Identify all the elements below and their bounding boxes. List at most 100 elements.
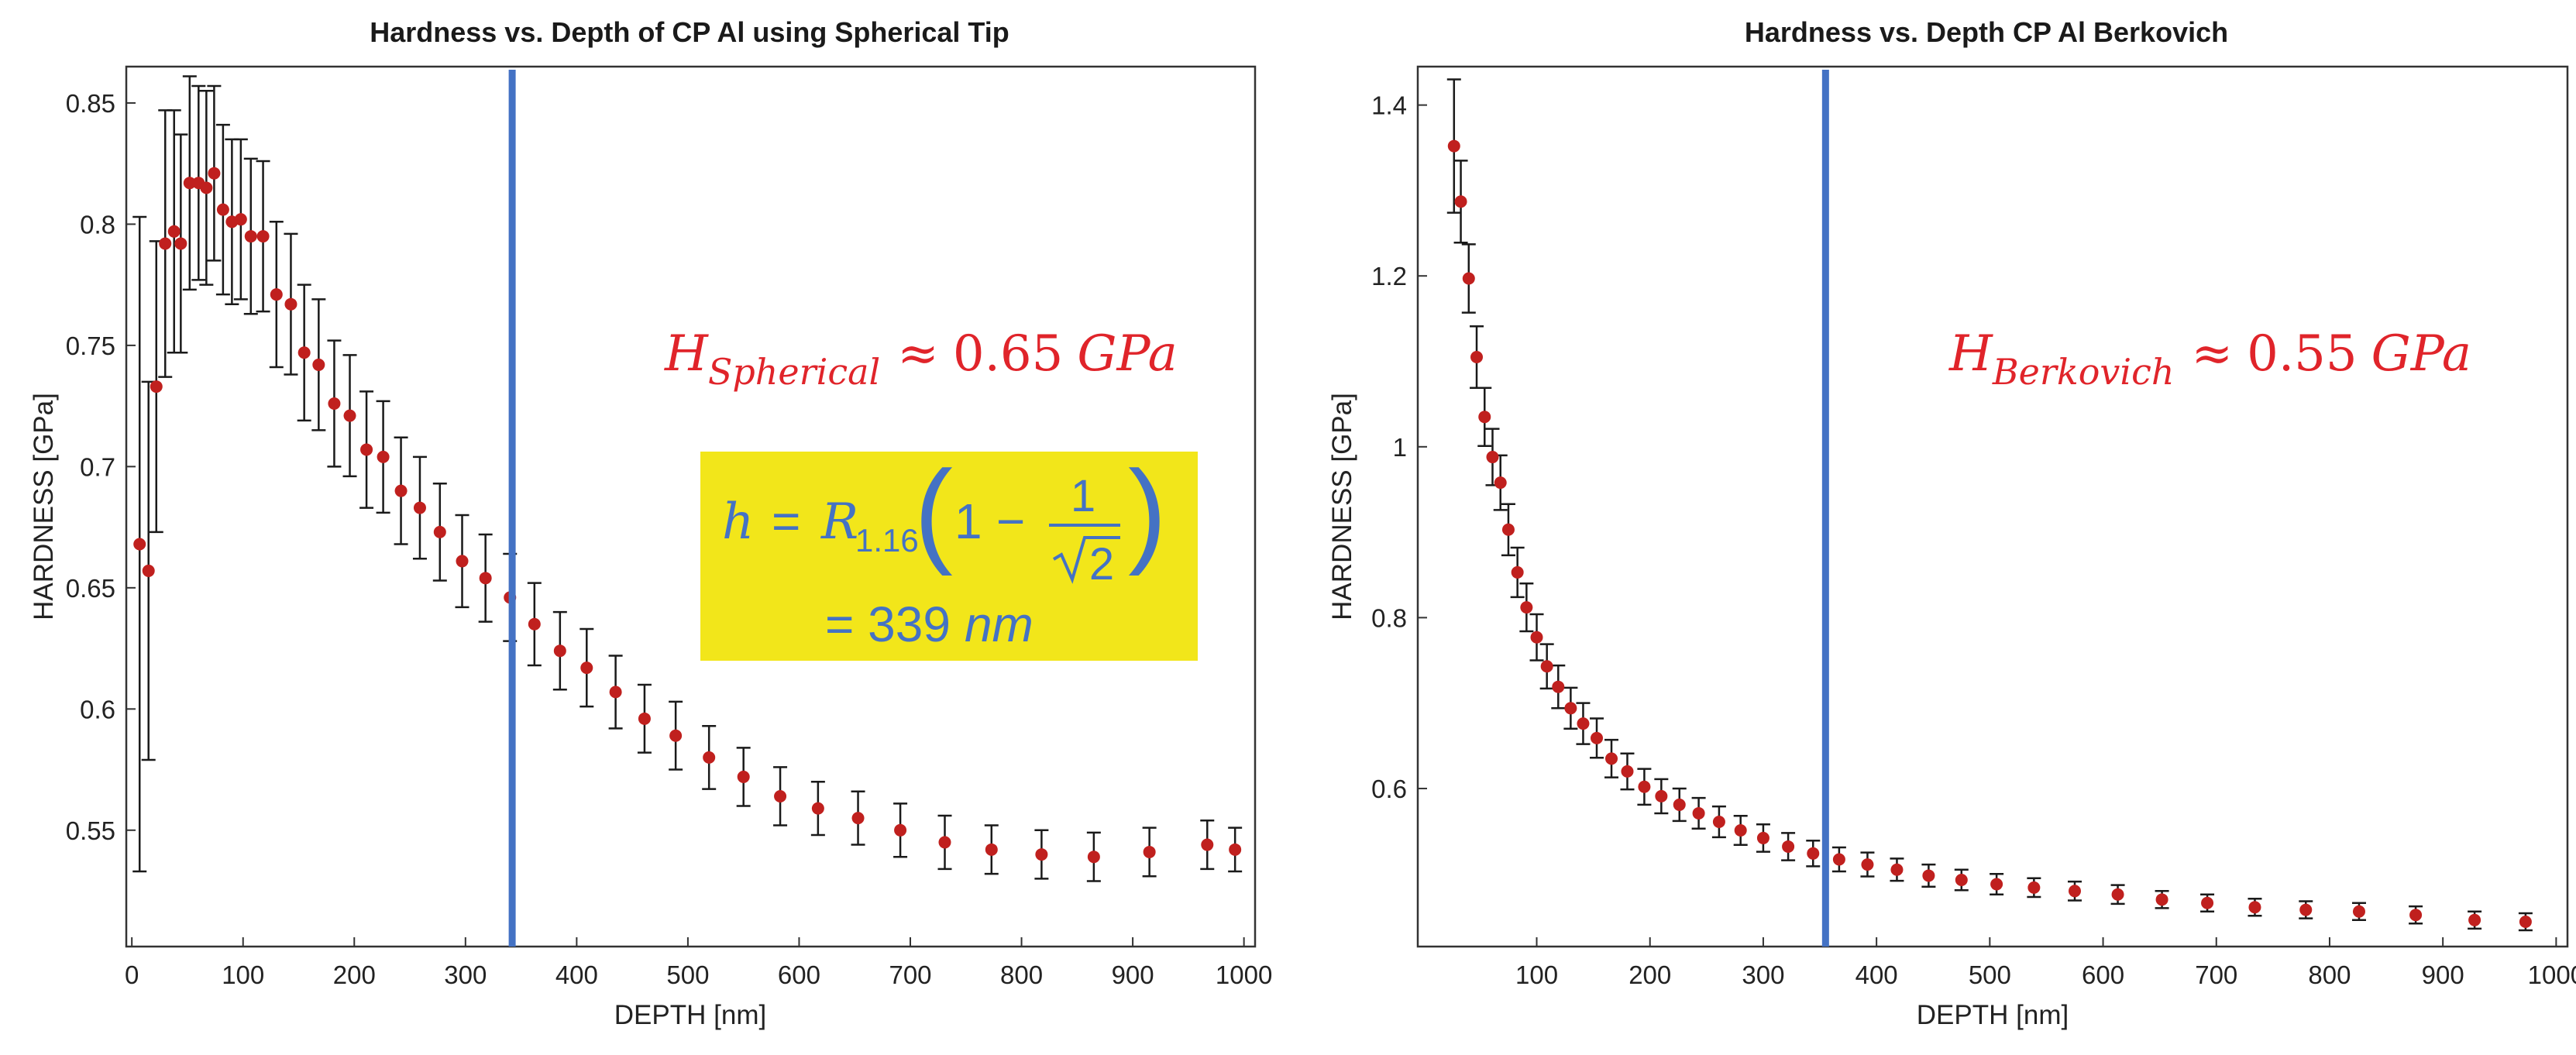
- data-point: [456, 555, 469, 568]
- data-point: [256, 230, 270, 243]
- data-point: [1035, 848, 1048, 861]
- data-point: [1494, 476, 1507, 490]
- x-tick-label: 300: [444, 960, 487, 989]
- plot-frame: [125, 65, 1257, 948]
- y-tick-label: 0.6: [80, 695, 115, 723]
- data-point: [2352, 905, 2365, 918]
- annotation-unit: GPa: [1077, 325, 1177, 383]
- data-point: [1229, 843, 1242, 856]
- data-point: [553, 644, 566, 658]
- x-axis-label: DEPTH [nm]: [614, 1000, 766, 1030]
- data-point: [2519, 916, 2532, 929]
- data-point: [183, 177, 196, 190]
- data-point: [200, 181, 213, 194]
- annotation-relation: ≈: [897, 325, 939, 383]
- x-tick-label: 800: [2308, 960, 2351, 989]
- data-point: [2468, 913, 2481, 926]
- data-point: [1712, 815, 1725, 828]
- data-point: [297, 346, 311, 359]
- data-point: [1673, 798, 1686, 811]
- hardness-annotation: HBerkovich ≈0.55 GPa: [1948, 325, 2471, 393]
- data-point: [360, 443, 373, 456]
- x-tick-label: 700: [889, 960, 931, 989]
- chart-title: Hardness vs. Depth of CP Al using Spheri…: [370, 16, 1009, 48]
- y-tick-label: 0.65: [66, 574, 115, 603]
- x-tick-label: 500: [666, 960, 709, 989]
- x-tick-label: 200: [333, 960, 376, 989]
- data-point: [1462, 272, 1475, 285]
- data-point: [343, 409, 356, 422]
- data-point: [208, 167, 221, 180]
- data-point: [1520, 601, 1533, 614]
- formula-box: h = R 1.16 ( 1 − 1 2 ) = 339 nm: [700, 446, 1198, 661]
- data-point: [2027, 881, 2041, 894]
- data-point: [528, 617, 541, 631]
- data-point: [1201, 838, 1214, 851]
- data-point: [1692, 806, 1705, 820]
- data-point: [1447, 139, 1460, 153]
- data-point: [938, 836, 951, 849]
- formula-numerator: 1: [1071, 471, 1095, 521]
- formula-r: R: [820, 493, 858, 551]
- y-tick-label: 0.8: [1371, 603, 1407, 632]
- x-tick-labels: 100 200 300 400 500 600 700 800 900 1000: [1515, 960, 2576, 989]
- data-point: [2155, 893, 2168, 906]
- x-tick-labels: 0 100 200 300 400 500 600 700 800 900 1000: [125, 960, 1272, 989]
- data-point: [1890, 863, 1904, 876]
- annotation-subscript: Spherical: [708, 351, 880, 393]
- formula-h: h: [722, 493, 754, 551]
- y-tick-label: 0.75: [66, 332, 115, 360]
- data-point: [774, 789, 787, 802]
- data-point: [1955, 873, 1968, 886]
- x-tick-label: 500: [1969, 960, 2011, 989]
- formula-sqrt-argument: 2: [1089, 539, 1114, 589]
- data-point: [1861, 858, 1874, 871]
- data-point: [1470, 350, 1484, 363]
- y-tick-label: 0.8: [80, 210, 115, 239]
- data-point: [1807, 847, 1820, 860]
- x-tick-label: 400: [1855, 960, 1898, 989]
- y-tick-labels: 0.55 0.6 0.65 0.7 0.75 0.8 0.85: [66, 89, 115, 845]
- y-tick-label: 1.4: [1371, 91, 1407, 120]
- data-point: [894, 823, 907, 837]
- data-point: [174, 237, 187, 250]
- y-tick-label: 1.2: [1371, 262, 1407, 290]
- x-tick-label: 0: [125, 960, 139, 989]
- x-tick-label: 400: [555, 960, 598, 989]
- formula-equals: =: [772, 493, 800, 549]
- data-point: [2299, 903, 2313, 916]
- data-point: [2409, 909, 2423, 922]
- data-point: [167, 225, 181, 238]
- y-tick-label: 1: [1393, 433, 1407, 462]
- data-point: [1486, 451, 1499, 464]
- data-point: [284, 297, 297, 311]
- x-tick-label: 200: [1628, 960, 1671, 989]
- data-point: [1922, 869, 1935, 882]
- data-point: [1564, 702, 1577, 715]
- data-points: [133, 167, 1242, 864]
- error-bars: [1446, 78, 2533, 932]
- annotation-relation: ≈: [2191, 325, 2233, 383]
- annotation-symbol: H: [664, 325, 709, 383]
- data-point: [1782, 840, 1795, 853]
- x-tick-label: 1000: [2528, 960, 2576, 989]
- data-point: [1990, 878, 2003, 891]
- y-tick-label: 0.85: [66, 89, 115, 118]
- data-point: [1501, 523, 1515, 536]
- data-point: [2201, 896, 2214, 909]
- data-point: [609, 686, 622, 699]
- x-tick-label: 600: [2082, 960, 2124, 989]
- data-point: [1454, 195, 1467, 208]
- data-point: [234, 213, 247, 226]
- data-point: [270, 288, 283, 301]
- data-point: [1478, 411, 1491, 424]
- data-point: [1605, 752, 1618, 765]
- data-point: [1756, 831, 1769, 844]
- x-tick-label: 100: [1515, 960, 1558, 989]
- x-tick-label: 800: [1000, 960, 1043, 989]
- x-tick-label: 600: [778, 960, 820, 989]
- data-point: [1552, 680, 1565, 693]
- annotation-value: 0.65: [953, 325, 1064, 383]
- data-point: [433, 525, 446, 538]
- data-point: [328, 397, 341, 410]
